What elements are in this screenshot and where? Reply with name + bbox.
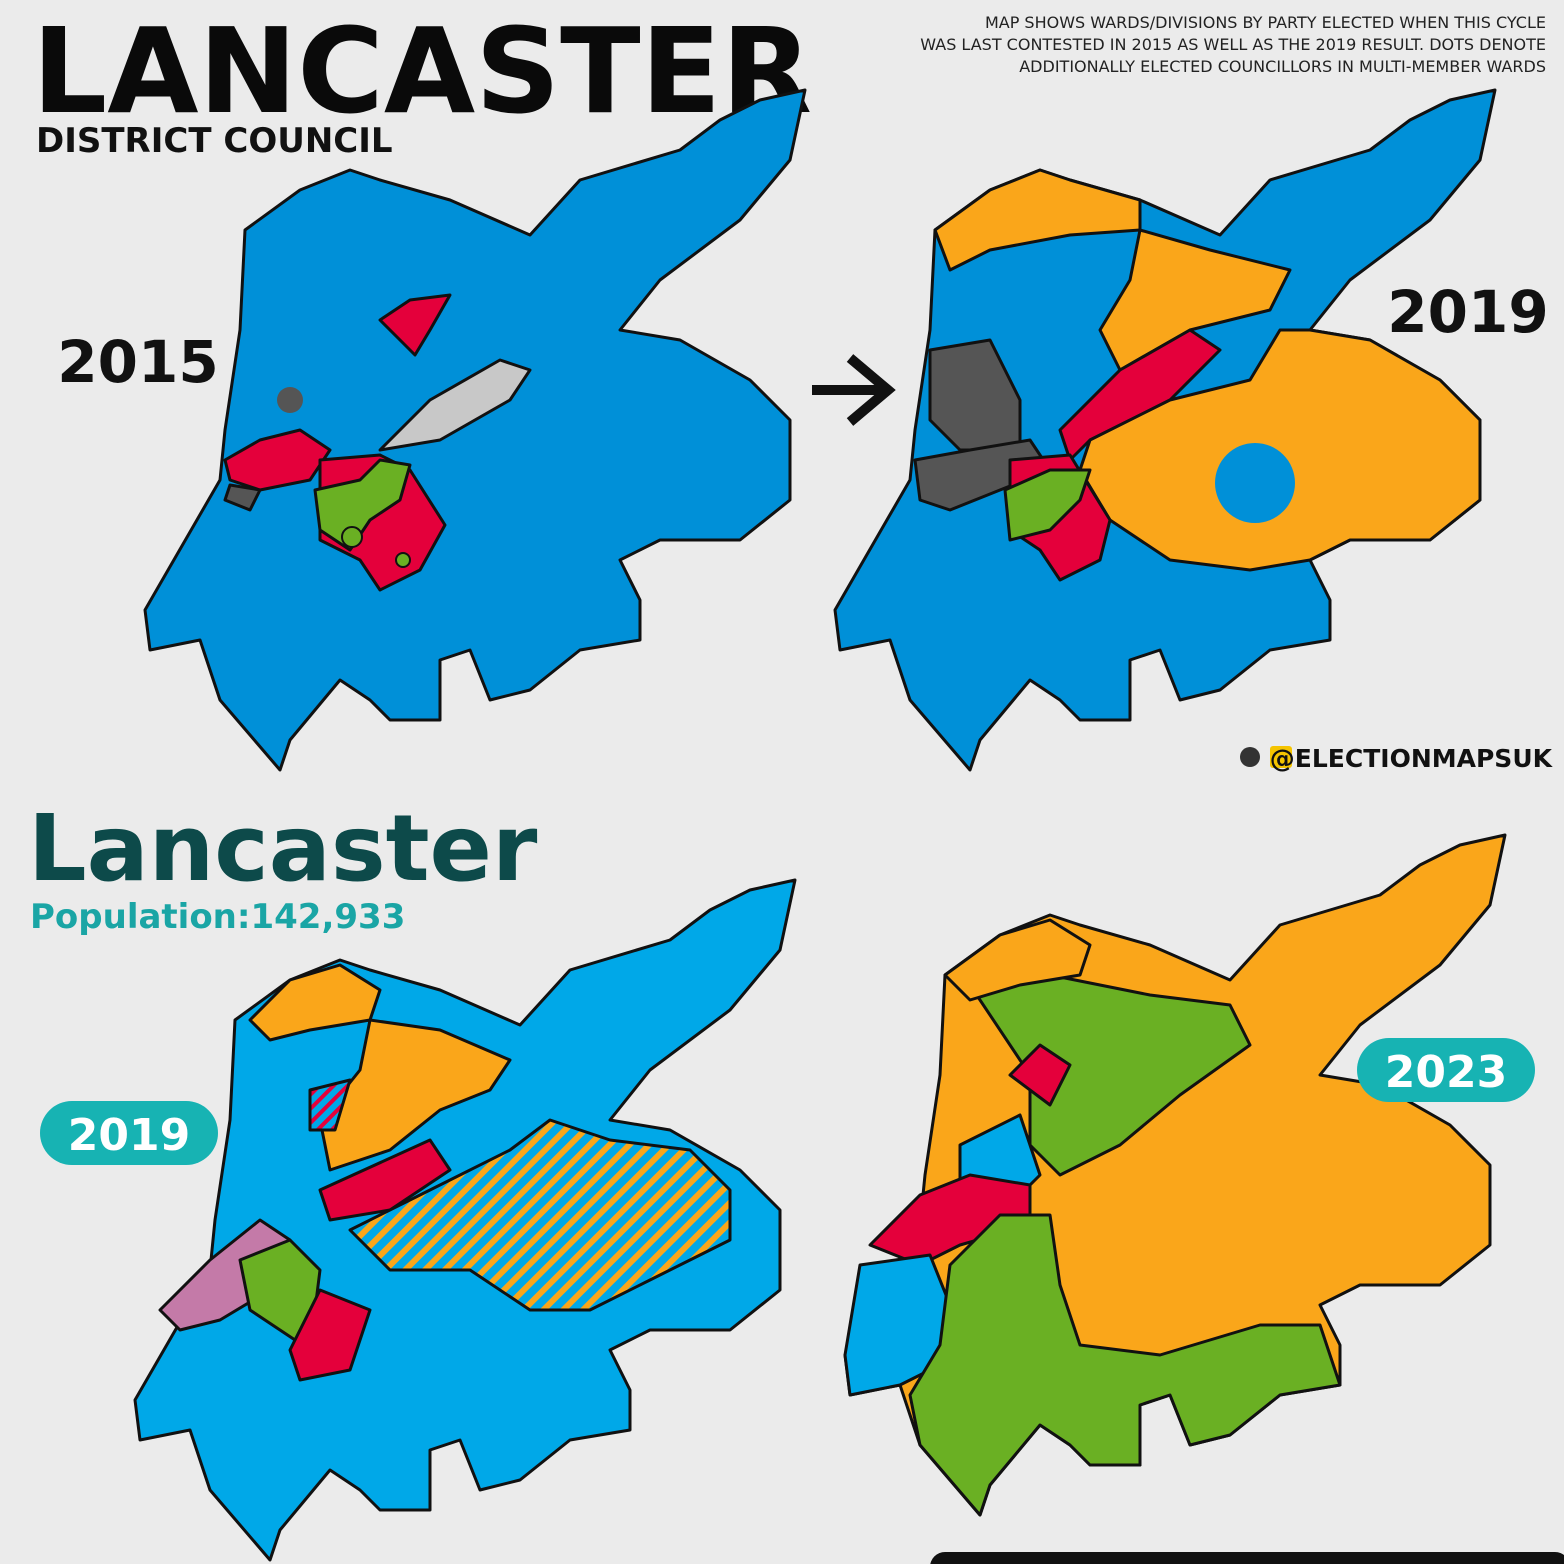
ward xyxy=(248,963,382,1042)
ward xyxy=(378,358,532,452)
note-line: WAS LAST CONTESTED IN 2015 AS WELL AS TH… xyxy=(920,35,1546,54)
note: MAP SHOWS WARDS/DIVISIONS BY PARTY ELECT… xyxy=(920,13,1546,76)
ward xyxy=(1078,328,1482,572)
ward xyxy=(288,1288,372,1382)
ward xyxy=(943,918,1092,1002)
ward xyxy=(308,1078,352,1132)
title: LANCASTER xyxy=(32,2,812,140)
year-label: 2015 xyxy=(57,328,218,396)
footer-bar xyxy=(930,1552,1564,1564)
population: Population:142,933 xyxy=(30,897,405,937)
logo xyxy=(1240,747,1260,767)
ward xyxy=(318,1138,452,1222)
ward xyxy=(843,1253,952,1397)
year-label: 2019 xyxy=(1387,278,1548,346)
ward xyxy=(1003,468,1092,542)
map-2019-bottom xyxy=(133,878,797,1562)
map-2015 xyxy=(143,88,807,772)
map-2023 xyxy=(843,833,1507,1517)
ward xyxy=(933,168,1142,272)
map-2019 xyxy=(833,88,1497,772)
year-pill xyxy=(40,1101,218,1165)
year-pill xyxy=(1357,1038,1535,1102)
subtitle: DISTRICT COUNCIL xyxy=(36,121,393,161)
ward xyxy=(313,458,412,552)
ward xyxy=(378,293,452,357)
logo xyxy=(1270,746,1292,768)
dot xyxy=(1215,443,1295,523)
dot xyxy=(395,552,411,568)
district-outline xyxy=(143,88,807,772)
ward xyxy=(223,483,262,512)
note-line: ADDITIONALLY ELECTED COUNCILLORS IN MULT… xyxy=(1019,57,1546,76)
year-label: 2019 xyxy=(68,1110,190,1161)
credit: @ELECTIONMAPSUK xyxy=(1270,744,1554,773)
title: Lancaster xyxy=(28,795,538,902)
year-label: 2023 xyxy=(1385,1047,1507,1098)
ward xyxy=(908,1213,1342,1517)
dot xyxy=(277,387,303,413)
note-line: MAP SHOWS WARDS/DIVISIONS BY PARTY ELECT… xyxy=(985,13,1546,32)
ward xyxy=(1008,1043,1072,1107)
ward xyxy=(968,973,1252,1177)
dot xyxy=(341,526,363,548)
arrow xyxy=(812,354,896,426)
ward xyxy=(348,1118,732,1312)
